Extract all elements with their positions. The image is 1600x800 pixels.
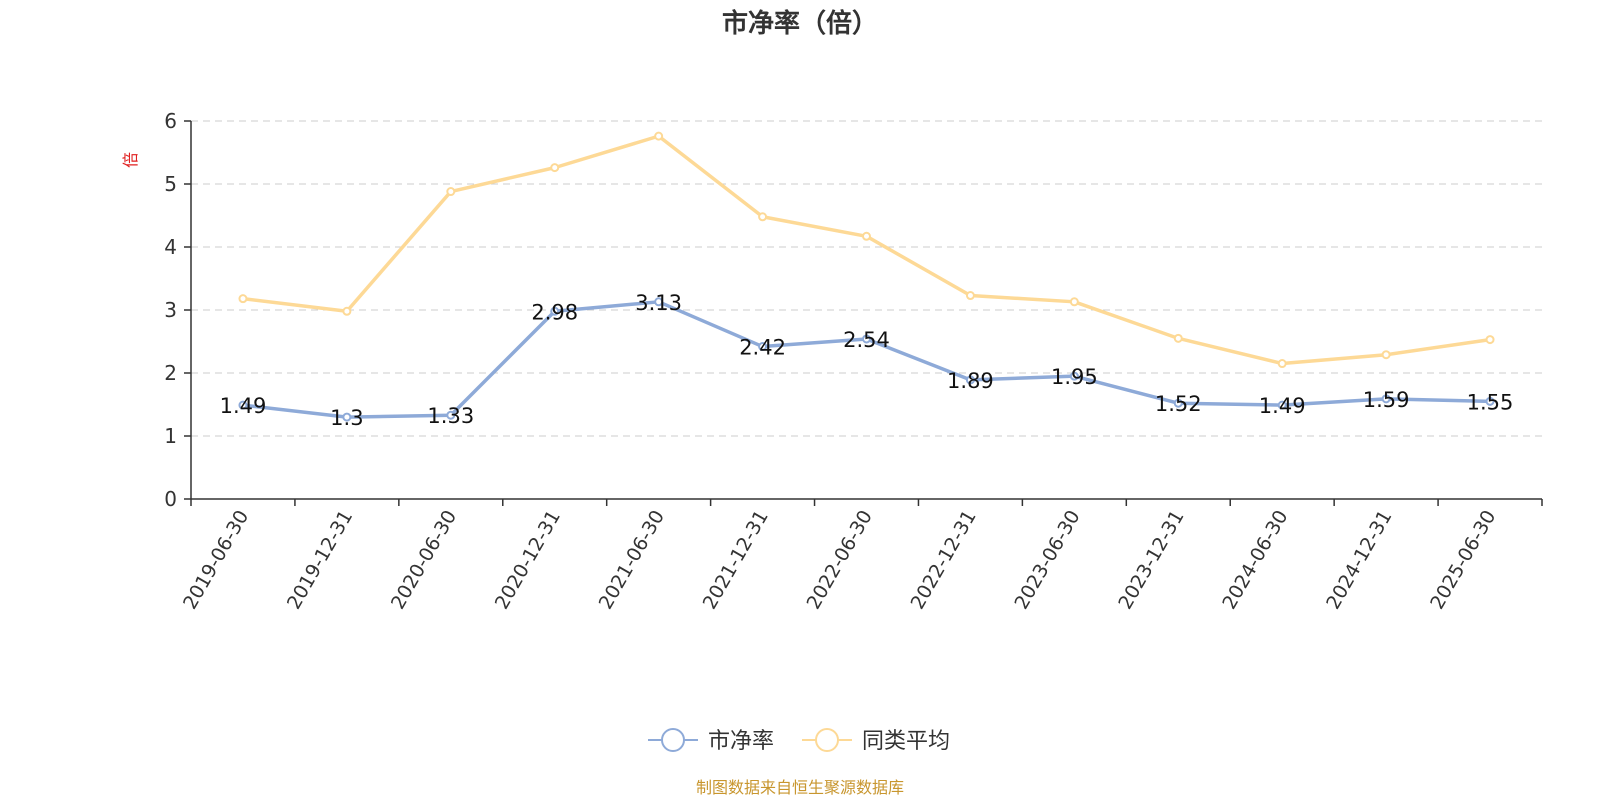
series-point-1 <box>1173 333 1183 343</box>
series-point-1 <box>446 187 456 197</box>
x-tick-label: 2020-12-31 <box>491 507 565 614</box>
y-tick-label: 2 <box>164 361 177 385</box>
x-tick-label: 2024-12-31 <box>1322 507 1396 614</box>
series-point-0 <box>342 412 352 422</box>
data-label: 1.52 <box>1155 392 1202 416</box>
series-point-0 <box>1381 394 1391 404</box>
x-tick-label: 2025-06-30 <box>1426 507 1500 614</box>
series-point-0 <box>758 342 768 352</box>
y-tick-label: 0 <box>164 487 177 511</box>
series-point-1 <box>654 131 664 141</box>
legend-item-peer-average[interactable]: 同类平均 <box>802 728 950 754</box>
series-point-0 <box>965 375 975 385</box>
x-tick-label: 2024-06-30 <box>1218 507 1292 614</box>
legend-label-peer-average: 同类平均 <box>862 729 950 754</box>
y-tick-label: 1 <box>164 424 177 448</box>
data-label: 2.42 <box>739 336 786 360</box>
y-tick-label: 5 <box>164 172 177 196</box>
grid-lines <box>191 120 1542 437</box>
legend[interactable]: 市净率 同类平均 <box>648 728 950 754</box>
source-note: 制图数据来自恒生聚源数据库 <box>696 778 904 797</box>
series-point-1 <box>1277 359 1287 369</box>
series-point-1 <box>238 294 248 304</box>
legend-item-pb-ratio[interactable]: 市净率 <box>648 728 774 754</box>
x-tick-label: 2021-12-31 <box>699 507 773 614</box>
series-point-0 <box>1485 396 1495 406</box>
data-label: 1.49 <box>1259 394 1306 418</box>
data-label: 1.49 <box>220 394 267 418</box>
series-point-1 <box>965 291 975 301</box>
series-point-0 <box>550 306 560 316</box>
data-label: 1.3 <box>330 406 363 430</box>
data-label: 2.98 <box>531 300 578 324</box>
y-tick-label: 3 <box>164 298 177 322</box>
legend-marker-icon <box>815 728 839 752</box>
series-point-1 <box>1069 297 1079 307</box>
y-tick-label: 6 <box>164 109 177 133</box>
data-label: 2.54 <box>843 328 890 352</box>
series-point-1 <box>342 306 352 316</box>
y-tick-label: 4 <box>164 235 177 259</box>
series-point-1 <box>862 231 871 241</box>
x-tick-label: 2022-12-31 <box>906 507 980 614</box>
data-label: 1.59 <box>1363 388 1410 412</box>
series-point-0 <box>1277 400 1287 410</box>
data-label: 1.33 <box>427 404 474 428</box>
y-axis-label: 倍 <box>121 152 140 168</box>
data-labels: 1.49 1.3 1.33 2.98 3.13 2.42 2.54 1.89 1.95 1.52 1… <box>220 291 1514 430</box>
series-point-0 <box>446 410 456 420</box>
x-tick-label: 2021-06-30 <box>595 507 669 614</box>
x-tick-label: 2023-06-30 <box>1010 507 1084 614</box>
x-tick-label: 2020-06-30 <box>387 507 461 614</box>
data-label: 3.13 <box>635 291 682 315</box>
series-point-0 <box>238 400 248 410</box>
series-layer <box>238 131 1495 422</box>
series-point-0 <box>1069 371 1079 381</box>
legend-marker-icon <box>661 728 685 752</box>
data-label: 1.55 <box>1467 390 1514 414</box>
legend-label-pb-ratio: 市净率 <box>708 729 774 754</box>
series-point-1 <box>1381 350 1391 360</box>
x-tick-label: 2019-12-31 <box>283 507 357 614</box>
x-tick-label: 2023-12-31 <box>1114 507 1188 614</box>
series-point-0 <box>1173 398 1183 408</box>
data-label: 1.95 <box>1051 365 1098 389</box>
chart-title: 市净率（倍） <box>722 8 878 39</box>
series-point-1 <box>1485 335 1495 345</box>
series-point-1 <box>550 163 560 173</box>
axes: 0 1 2 3 4 5 6 2019-06-30 2019-12-31 2020-06-30 202… <box>164 109 1543 614</box>
x-tick-label: 2019-06-30 <box>179 507 253 614</box>
series-point-0 <box>654 297 664 307</box>
data-label: 1.89 <box>947 369 994 393</box>
series-point-0 <box>862 334 871 344</box>
x-tick-label: 2022-06-30 <box>803 507 877 614</box>
series-point-1 <box>758 212 768 222</box>
